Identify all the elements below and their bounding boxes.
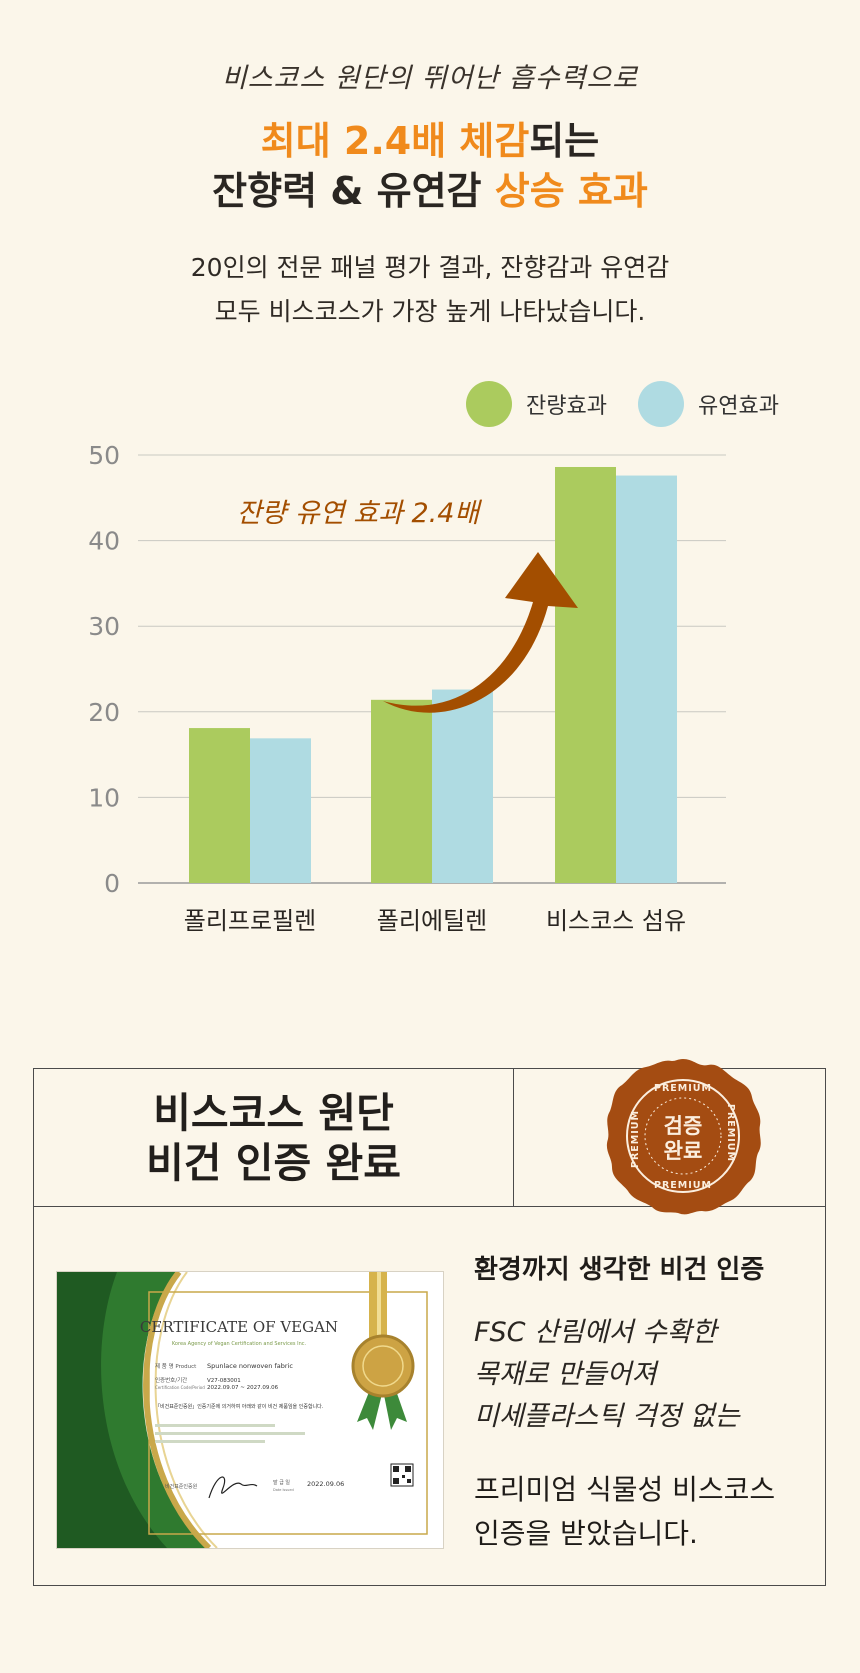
trend-arrow-shape [383,552,578,713]
x-tick-labels: 폴리프로필렌 폴리에틸렌 비스코스 섬유 [184,907,686,935]
certification-subtitle: 환경까지 생각한 비건 인증 [474,1255,765,1285]
badge-center-line-2: 완료 [664,1139,703,1163]
legend-item-softness: 유연효과 [638,380,779,428]
certificate-org: Korea Agency of Vegan Certification and … [172,1341,307,1347]
certificate-signature [208,1476,258,1499]
badge-inner-ring [644,1097,722,1175]
bar-softness [616,475,677,883]
legend-swatch-green [466,381,512,427]
certification-description: 환경까지 생각한 비건 인증 FSC 산림에서 수확한 목재로 만들어져 미세플… [474,1249,814,1556]
certificate-date-label: 발 급 일 [273,1479,290,1486]
y-tick-labels: 0 10 20 30 40 50 [88,441,120,898]
bars [189,466,677,883]
description-line-1: 20인의 전문 패널 평가 결과, 잔향감과 유연감 [190,253,670,282]
badge-ring-text-bottom: PREMIUM [654,1180,712,1191]
bar-residual [371,699,432,883]
y-tick-label: 0 [104,869,120,898]
bar-chart: 잔량 유연 효과 2.4배 0 10 20 30 40 50 폴리프로필렌 폴리에틸렌 비스코… [88,441,726,935]
certificate-graphic: CERTIFICATE OF VEGAN Korea Agency of Veg… [57,1272,443,1548]
y-tick-label: 10 [88,783,120,812]
certificate-gold-swoosh [143,1272,212,1548]
headline-text: 잔향력 & 유연감 [212,169,495,213]
headline-highlight: 상승 효과 [494,169,648,213]
certificate-code-label: 인증번호/기간 [155,1376,187,1384]
headline-line-1: 최대 2.4배 체감되는 [0,122,860,160]
legend-label: 잔량효과 [526,394,607,419]
certificate-date-label-en: Date Issued [273,1488,294,1492]
certification-title-line-1: 비스코스 원단 [153,1088,394,1137]
badge-ring-text-right: PREMIUM [725,1104,736,1162]
x-tick-label: 비스코스 섬유 [546,907,686,935]
certificate-period-label: Certification Code/Period [155,1385,205,1390]
certificate-code: V27-083001 [207,1378,241,1384]
tagline: 비스코스 원단의 뛰어난 흡수력으로 [221,63,639,94]
certificate-gold-seal [351,1334,415,1398]
badge-ring [626,1079,740,1193]
certificate-period: 2022.09.07 ~ 2027.09.06 [207,1385,279,1391]
certificate-heading: CERTIFICATE OF VEGAN [140,1318,338,1336]
vegan-certificate-image: CERTIFICATE OF VEGAN Korea Agency of Veg… [56,1271,444,1549]
headline-text: 되는 [529,119,600,163]
badge-ring-text-top: PREMIUM [654,1083,712,1094]
certificate-dark-swoosh [57,1272,167,1548]
y-tick-label: 40 [88,527,120,556]
bar-softness [250,738,311,883]
y-tick-label: 20 [88,698,120,727]
certification-final-line-1: 프리미엄 식물성 비스코스 [474,1473,776,1506]
certificate-qr-code [390,1463,414,1487]
certificate-date: 2022.09.06 [307,1480,344,1488]
certification-line: FSC 산림에서 수확한 [474,1317,717,1348]
premium-verified-badge: PREMIUM PREMIUM PREMIUM PREMIUM 검증 완료 [606,1059,761,1215]
badge-box: PREMIUM PREMIUM PREMIUM PREMIUM 검증 완료 [514,1059,825,1215]
bar-residual [189,728,250,883]
legend-swatch-blue [638,381,684,427]
vegan-certification-section: 비스코스 원단 비건 인증 완료 PREMIUM PREMIUM PREMIUM… [33,1059,826,1586]
headline-highlight: 최대 2.4배 체감 [260,119,530,163]
certification-title-box: 비스코스 원단 비건 인증 완료 [34,1069,514,1207]
bar-softness [432,689,493,883]
badge-center-line-1: 검증 [664,1114,703,1138]
chart-annotation: 잔량 유연 효과 2.4배 [237,498,483,529]
x-tick-label: 폴리에틸렌 [377,907,487,935]
description-line-2: 모두 비스코스가 가장 높게 나타났습니다. [214,297,646,326]
x-tick-label: 폴리프로필렌 [184,907,316,935]
legend-item-residual: 잔량효과 [466,380,607,428]
headline-line-2: 잔향력 & 유연감 상승 효과 [0,172,860,210]
certificate-statement: 「비건표준인증원」인증기준에 의거하여 아래와 같이 비건 제품임을 인증합니다… [155,1403,324,1410]
certification-line: 미세플라스틱 걱정 없는 [474,1401,740,1432]
certification-line: 목재로 만들어져 [474,1359,657,1390]
certificate-authority-label: 비건표준인증원 [165,1483,198,1490]
bar-residual [555,466,616,883]
y-tick-label: 30 [88,612,120,641]
legend-label: 유연효과 [698,394,779,419]
certificate-product-value: Spunlace nonwoven fabric [207,1362,293,1370]
trend-arrow [383,552,578,713]
y-tick-label: 50 [88,441,120,470]
badge-ring-text-left: PREMIUM [630,1110,641,1168]
certification-final-line-2: 인증을 받았습니다. [474,1517,698,1550]
certificate-product-label: 제 품 명 Product [155,1362,197,1370]
certification-title-line-2: 비건 인증 완료 [146,1138,401,1187]
